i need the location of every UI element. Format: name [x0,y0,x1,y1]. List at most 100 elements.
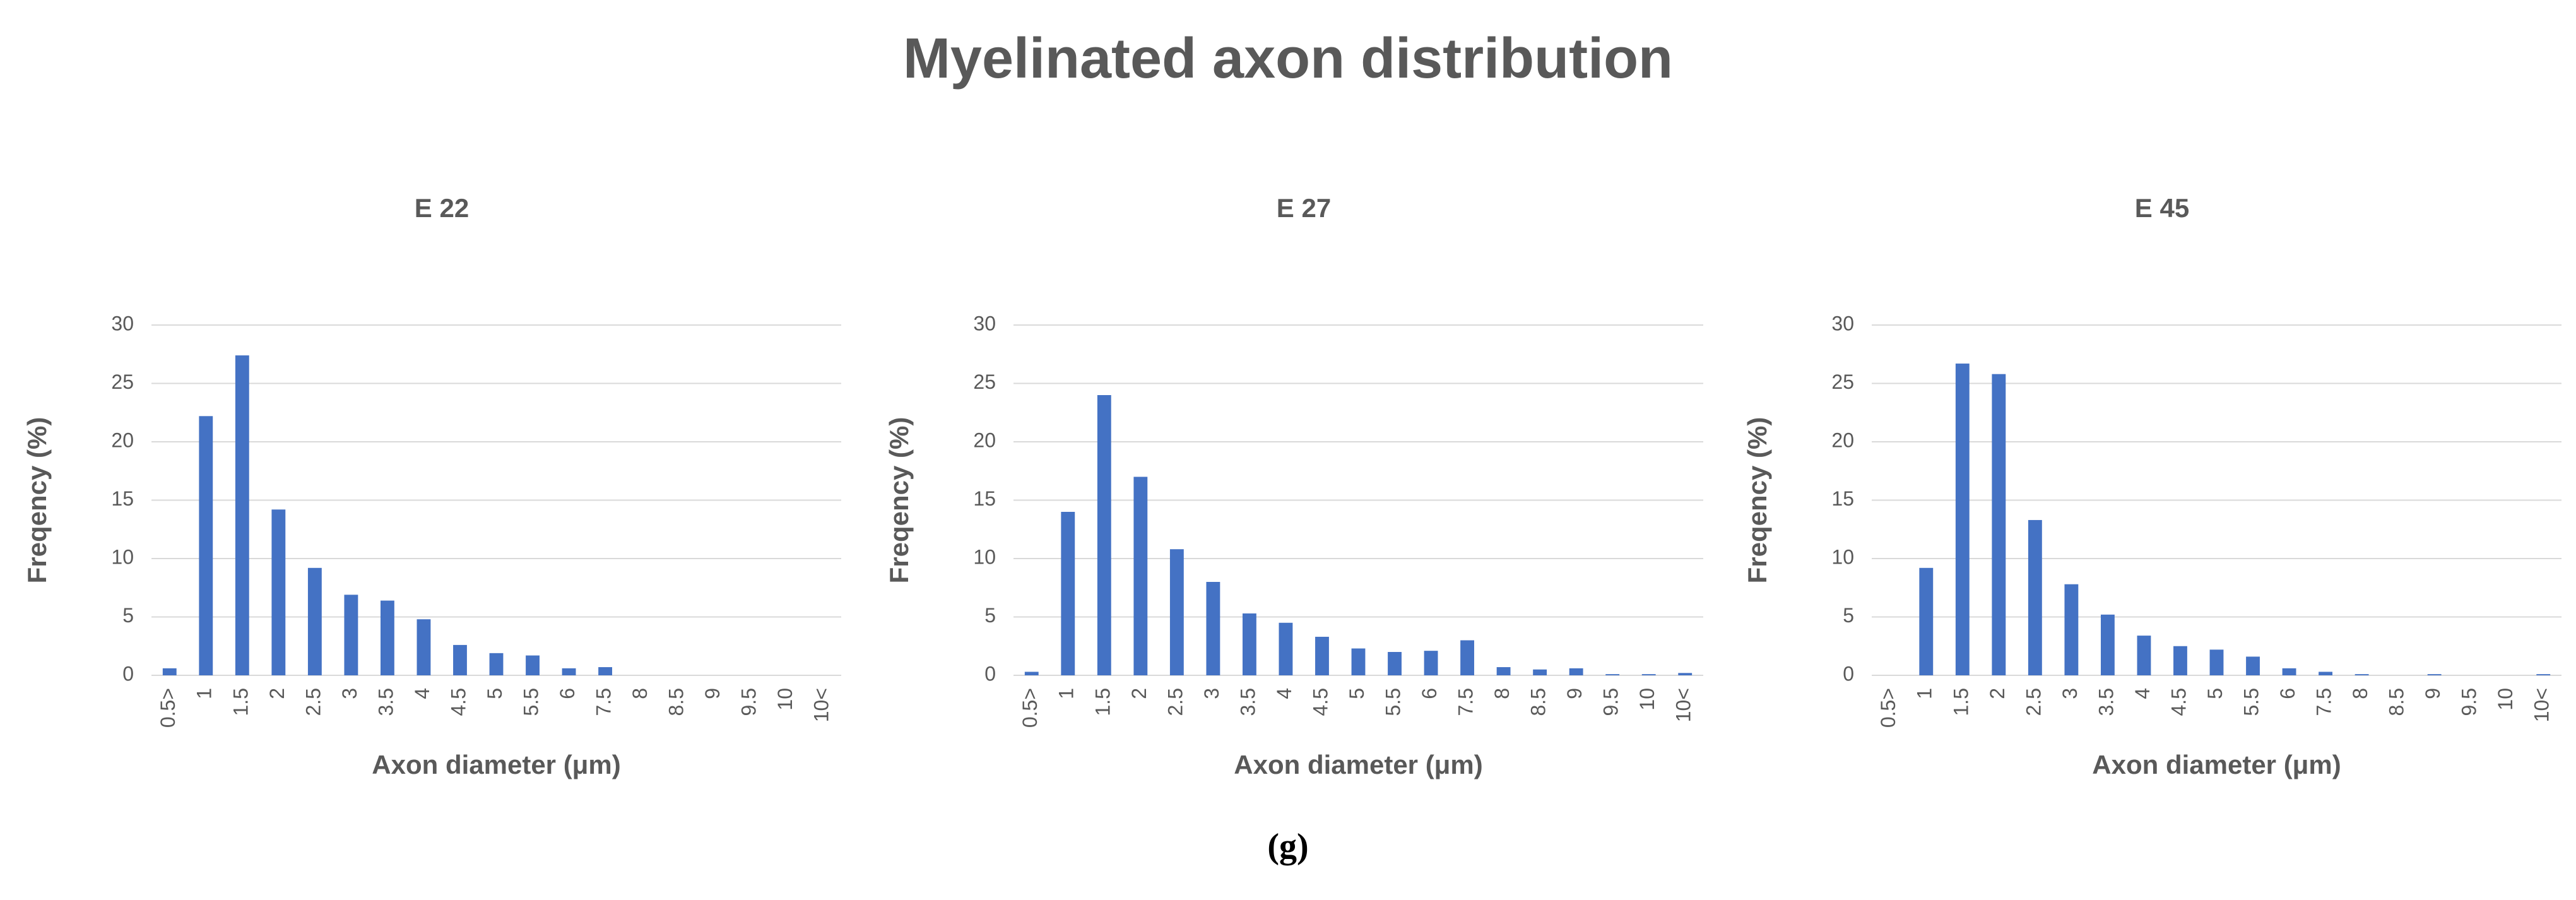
bar [1061,512,1075,675]
y-tick-label: 15 [973,487,996,510]
x-tick-label: 7.5 [2313,688,2336,716]
bar [1242,613,1256,675]
bar [2028,519,2042,675]
x-tick-label: 1 [193,688,216,699]
bar [2137,636,2151,675]
y-tick-label: 5 [984,604,996,627]
x-tick-label: 9.5 [2458,688,2481,716]
x-tick-label: 3.5 [1236,688,1259,716]
x-tick-label: 3.5 [2094,688,2117,716]
bar [1133,477,1148,675]
bar [598,667,613,675]
x-tick-label: 1.5 [1949,688,1972,716]
chart-title: E 22 [415,193,469,223]
bar [2246,656,2260,675]
y-tick-label: 30 [1831,312,1854,335]
bar [2427,674,2442,675]
bar [2354,674,2369,675]
x-tick-label: 4 [411,688,434,699]
x-tick-label: 6 [556,688,579,699]
x-tick-label: 2 [1128,688,1150,699]
x-tick-label: 5.5 [1381,688,1404,716]
bar [2209,649,2224,675]
x-tick-label: 9.5 [1600,688,1622,716]
chart-title: E 45 [2135,193,2189,223]
bar [1919,567,1934,675]
y-axis-title: Freqency (%) [22,417,52,584]
x-axis-title: Axon diameter (μm) [1234,750,1482,779]
bar [1496,667,1511,675]
x-tick-label: 4.5 [1309,688,1332,716]
x-tick-label: 8.5 [2385,688,2408,716]
x-tick-label: 8 [2349,688,2372,699]
x-tick-label: 10< [810,688,833,722]
y-tick-label: 20 [973,429,996,451]
x-tick-label: 2.5 [1164,688,1186,716]
x-tick-label: 10 [774,688,796,711]
x-tick-label: 1 [1055,688,1078,699]
x-tick-label: 8.5 [1527,688,1550,716]
bar [526,655,540,675]
bar [1569,668,1583,675]
figure-title: Myelinated axon distribution [903,27,1673,90]
x-tick-label: 2 [1986,688,2009,699]
bar [380,600,394,675]
x-tick-label: 2.5 [302,688,324,716]
x-tick-label: 10 [2494,688,2517,711]
x-tick-label: 8 [1491,688,1513,699]
x-tick-label: 5 [2204,688,2226,699]
x-tick-label: 2 [266,688,288,699]
x-tick-label: 5.5 [519,688,542,716]
x-tick-label: 5.5 [2240,688,2262,716]
bar [1424,651,1438,675]
x-tick-label: 3 [338,688,361,699]
x-tick-label: 7.5 [1455,688,1477,716]
bar [1206,582,1220,675]
y-axis-title: Freqency (%) [1742,417,1772,584]
bar [489,653,504,675]
bar [1460,640,1475,675]
x-tick-label: 1.5 [229,688,252,716]
x-axis-title: Axon diameter (μm) [2092,750,2341,779]
y-tick-label: 0 [1843,662,1854,685]
bar [1315,636,1329,675]
x-tick-label: 4.5 [447,688,470,716]
y-tick-label: 25 [111,370,134,393]
x-tick-label: 10< [2531,688,2553,722]
y-tick-label: 25 [973,370,996,393]
bar [1955,364,1970,675]
x-tick-label: 4.5 [2167,688,2190,716]
x-tick-label: 0.5> [1877,688,1900,728]
bar [1605,674,1620,675]
y-tick-label: 30 [111,312,134,335]
x-tick-label: 3 [2059,688,2081,699]
y-tick-label: 10 [111,545,134,568]
x-tick-label: 3.5 [374,688,397,716]
y-tick-label: 30 [973,312,996,335]
bar [2064,584,2079,675]
x-tick-label: 9.5 [738,688,760,716]
y-tick-label: 15 [1831,487,1854,510]
bar [562,668,576,675]
y-tick-label: 15 [111,487,134,510]
y-tick-label: 0 [122,662,134,685]
bar [1641,674,1656,675]
bar [235,355,249,675]
bar [2536,674,2551,675]
bar [1279,622,1293,675]
bar [344,595,358,675]
bar [417,619,431,675]
bar [2319,672,2333,675]
x-tick-label: 1 [1913,688,1936,699]
x-tick-label: 9 [1563,688,1586,699]
y-tick-label: 0 [984,662,996,685]
bar [1169,549,1184,675]
bar [1388,652,1402,675]
bar [2173,646,2187,675]
bar [2100,614,2115,675]
bar [1024,672,1039,675]
bar [1097,395,1111,675]
